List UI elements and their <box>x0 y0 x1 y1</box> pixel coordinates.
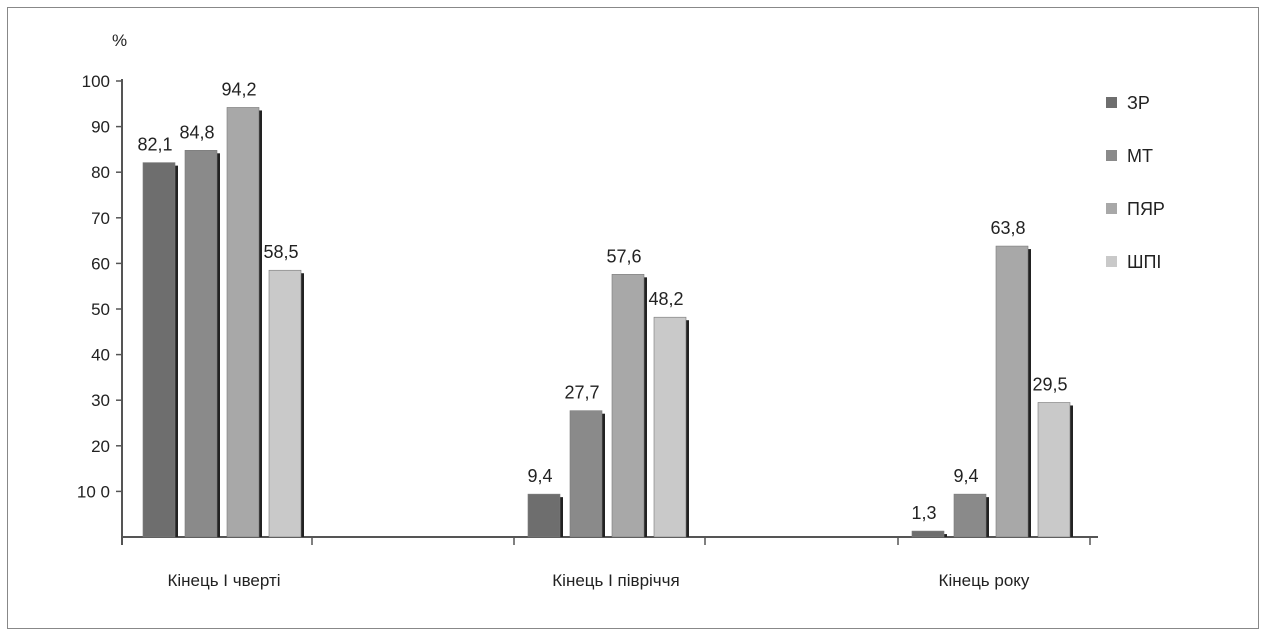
bar <box>911 530 945 538</box>
chart-legend: ЗР МТ ПЯР ШПІ <box>1106 93 1165 272</box>
bar <box>611 274 645 538</box>
bar-shadow <box>944 534 947 537</box>
y-tick-label: 80 <box>91 163 110 182</box>
legend-label: МТ <box>1127 146 1153 166</box>
legend-swatch <box>1106 97 1117 108</box>
data-label: 94,2 <box>221 79 256 99</box>
data-label: 57,6 <box>606 246 641 266</box>
chart-bars <box>142 107 1073 538</box>
bar <box>653 316 687 538</box>
bar-shadow <box>1070 405 1073 537</box>
y-tick-label: 60 <box>91 254 110 273</box>
data-label: 82,1 <box>137 135 172 155</box>
y-tick-label: 90 <box>91 118 110 137</box>
data-label: 63,8 <box>990 218 1025 238</box>
y-tick-label: 50 <box>91 300 110 319</box>
bar <box>268 269 302 538</box>
x-category-label: Кінець І чверті <box>167 571 280 590</box>
bar-shadow <box>1028 249 1031 537</box>
bar-shadow <box>644 277 647 537</box>
legend-label: ШПІ <box>1127 252 1161 272</box>
legend-label: ЗР <box>1127 93 1150 113</box>
data-label: 48,2 <box>648 289 683 309</box>
chart-data-labels: 82,1 84,8 94,2 58,5 9,4 27,7 57,6 48,2 1,3 9,4 63,… <box>137 79 1067 523</box>
data-label: 58,5 <box>263 242 298 262</box>
data-label: 9,4 <box>527 466 552 486</box>
data-label: 84,8 <box>179 122 214 142</box>
bar-shadow <box>259 110 262 537</box>
x-category-label: Кінець І півріччя <box>552 571 679 590</box>
legend-swatch <box>1106 203 1117 214</box>
y-tick-label: 10 0 <box>77 482 110 501</box>
legend-swatch <box>1106 150 1117 161</box>
y-tick-label: 70 <box>91 209 110 228</box>
bar <box>226 107 260 538</box>
y-tick-label: 30 <box>91 391 110 410</box>
data-label: 9,4 <box>953 466 978 486</box>
bar <box>569 410 603 538</box>
bar-shadow <box>175 165 178 537</box>
y-tick-label: 100 <box>82 72 110 91</box>
y-axis-label: % <box>112 31 127 50</box>
bar <box>184 150 218 538</box>
data-label: 29,5 <box>1032 374 1067 394</box>
bar <box>1037 402 1071 538</box>
bar-shadow <box>560 497 563 537</box>
data-label: 27,7 <box>564 383 599 403</box>
y-tick-label: 40 <box>91 346 110 365</box>
chart-frame: 100 90 80 70 60 50 40 30 20 10 0% Кінець І чверті К… <box>7 7 1259 629</box>
legend-swatch <box>1106 256 1117 267</box>
bar-shadow <box>301 273 304 537</box>
bar-shadow <box>602 413 605 537</box>
bar <box>953 493 987 538</box>
bar-shadow <box>217 153 220 537</box>
bar <box>995 245 1029 538</box>
y-tick-label: 20 <box>91 437 110 456</box>
x-category-label: Кінець року <box>939 571 1030 590</box>
bar-shadow <box>686 320 689 537</box>
bar-chart: 100 90 80 70 60 50 40 30 20 10 0% Кінець І чверті К… <box>77 31 1165 590</box>
bar <box>527 493 561 538</box>
bar-shadow <box>986 497 989 537</box>
bar <box>142 162 176 538</box>
legend-label: ПЯР <box>1127 199 1165 219</box>
data-label: 1,3 <box>911 503 936 523</box>
